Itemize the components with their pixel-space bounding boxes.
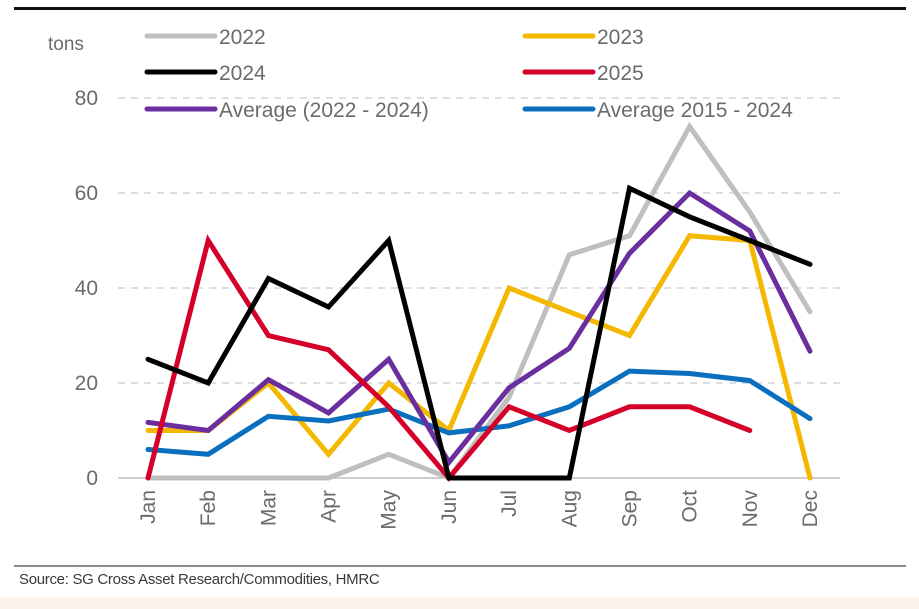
x-tick-label: Oct bbox=[679, 490, 702, 523]
y-tick-label: 40 bbox=[75, 277, 98, 300]
x-tick-label: May bbox=[378, 490, 401, 530]
x-tick-label: Jul bbox=[498, 490, 521, 517]
legend: 2022 2023 2024 2025 Average (2022 - 2024) Ave… bbox=[144, 26, 793, 122]
line-chart: tons 0 20 40 60 80 Jan Feb Mar Apr May Jun Jul Aug S… bbox=[48, 26, 840, 530]
y-tick-label: 20 bbox=[75, 372, 98, 395]
series-line-2022 bbox=[145, 121, 813, 482]
y-tick-label: 80 bbox=[75, 87, 98, 110]
bottom-rule bbox=[14, 565, 906, 567]
series-line-2024 bbox=[145, 184, 813, 481]
source-note: Source: SG Cross Asset Research/Commodit… bbox=[19, 571, 380, 588]
legend-label: 2023 bbox=[597, 26, 644, 49]
x-tick-label: Jan bbox=[137, 490, 160, 524]
series-line-average-2022-2024 bbox=[145, 189, 813, 467]
y-tick-label: 60 bbox=[75, 182, 98, 205]
x-tick-label: Feb bbox=[197, 490, 220, 526]
legend-label: 2024 bbox=[219, 62, 266, 85]
y-axis-ticks: 0 20 40 60 80 bbox=[75, 87, 98, 490]
footer-strip bbox=[0, 597, 919, 609]
series-line-average-2015-2024 bbox=[145, 368, 813, 457]
x-tick-label: Aug bbox=[558, 490, 581, 527]
legend-label: Average 2015 - 2024 bbox=[597, 99, 793, 122]
y-tick-label: 0 bbox=[86, 467, 98, 490]
x-tick-label: Sep bbox=[618, 490, 641, 527]
x-tick-label: Dec bbox=[799, 490, 822, 527]
legend-label: 2025 bbox=[597, 62, 644, 85]
top-rule bbox=[14, 7, 906, 10]
x-tick-label: Jun bbox=[438, 490, 461, 524]
x-tick-label: Nov bbox=[739, 490, 762, 528]
x-tick-label: Mar bbox=[257, 490, 280, 526]
x-axis-ticks: Jan Feb Mar Apr May Jun Jul Aug Sep Oct Nov Dec bbox=[137, 490, 822, 530]
series-line-2025 bbox=[145, 234, 753, 482]
legend-label: Average (2022 - 2024) bbox=[219, 99, 429, 122]
x-tick-label: Apr bbox=[318, 490, 341, 523]
series-lines bbox=[145, 121, 813, 482]
y-axis-unit-label: tons bbox=[48, 34, 84, 55]
legend-label: 2022 bbox=[219, 26, 266, 49]
